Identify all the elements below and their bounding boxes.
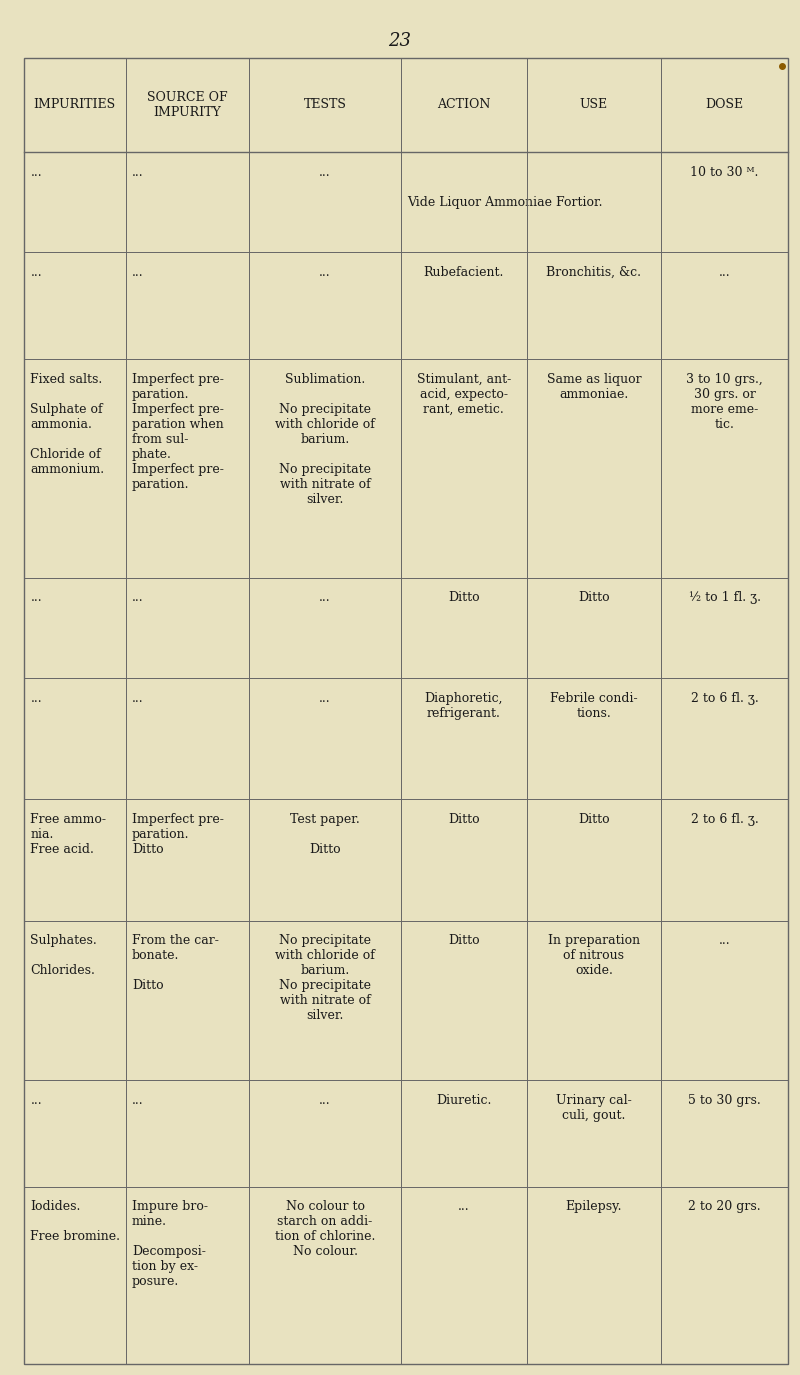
Text: ...: ...	[30, 267, 42, 279]
Text: Diaphoretic,
refrigerant.: Diaphoretic, refrigerant.	[425, 692, 503, 720]
Text: Free ammo-
nia.
Free acid.: Free ammo- nia. Free acid.	[30, 813, 106, 857]
Text: Urinary cal-
culi, gout.: Urinary cal- culi, gout.	[556, 1094, 632, 1122]
Text: ...: ...	[132, 692, 144, 705]
Text: DOSE: DOSE	[706, 98, 744, 111]
Text: Test paper.

Ditto: Test paper. Ditto	[290, 813, 360, 857]
Text: Imperfect pre-
paration.
Imperfect pre-
paration when
from sul-
phate.
Imperfect: Imperfect pre- paration. Imperfect pre- …	[132, 373, 224, 491]
Text: ...: ...	[718, 934, 730, 947]
Text: Sublimation.

No precipitate
with chloride of
barium.

No precipitate
with nitra: Sublimation. No precipitate with chlorid…	[275, 373, 375, 506]
Text: Same as liquor
ammoniae.: Same as liquor ammoniae.	[546, 373, 642, 400]
Text: From the car-
bonate.

Ditto: From the car- bonate. Ditto	[132, 934, 219, 993]
Text: Sulphates.

Chlorides.: Sulphates. Chlorides.	[30, 934, 97, 978]
Text: 2 to 6 fl. ʒ.: 2 to 6 fl. ʒ.	[690, 813, 758, 826]
Text: ...: ...	[319, 1094, 331, 1107]
Text: ...: ...	[132, 267, 144, 279]
Text: Iodides.

Free bromine.: Iodides. Free bromine.	[30, 1200, 121, 1243]
Text: ...: ...	[132, 591, 144, 604]
Text: Vide Liquor Ammoniae Fortior.: Vide Liquor Ammoniae Fortior.	[407, 195, 602, 209]
Text: Imperfect pre-
paration.
Ditto: Imperfect pre- paration. Ditto	[132, 813, 224, 857]
Text: Fixed salts.

Sulphate of
ammonia.

Chloride of
ammonium.: Fixed salts. Sulphate of ammonia. Chlori…	[30, 373, 105, 476]
Text: Ditto: Ditto	[578, 813, 610, 826]
Text: ...: ...	[132, 165, 144, 179]
Text: Ditto: Ditto	[578, 591, 610, 604]
Text: USE: USE	[580, 98, 608, 111]
Text: ...: ...	[30, 165, 42, 179]
Text: No precipitate
with chloride of
barium.
No precipitate
with nitrate of
silver.: No precipitate with chloride of barium. …	[275, 934, 375, 1022]
Text: 3 to 10 grs.,
30 grs. or
more eme-
tic.: 3 to 10 grs., 30 grs. or more eme- tic.	[686, 373, 763, 430]
Text: Epilepsy.: Epilepsy.	[566, 1200, 622, 1213]
Text: 10 to 30 ᴹ.: 10 to 30 ᴹ.	[690, 165, 758, 179]
Text: Diuretic.: Diuretic.	[436, 1094, 491, 1107]
Text: IMPURITIES: IMPURITIES	[34, 98, 116, 111]
Text: Bronchitis, &c.: Bronchitis, &c.	[546, 267, 642, 279]
Text: ...: ...	[30, 1094, 42, 1107]
Text: ...: ...	[458, 1200, 470, 1213]
Text: ...: ...	[30, 692, 42, 705]
Text: Impure bro-
mine.

Decomposi-
tion by ex-
posure.: Impure bro- mine. Decomposi- tion by ex-…	[132, 1200, 208, 1288]
Text: ...: ...	[718, 267, 730, 279]
Text: ...: ...	[30, 591, 42, 604]
Text: ACTION: ACTION	[437, 98, 490, 111]
Text: ...: ...	[319, 267, 331, 279]
Text: 2 to 6 fl. ʒ.: 2 to 6 fl. ʒ.	[690, 692, 758, 705]
Text: Ditto: Ditto	[448, 934, 479, 947]
Text: ...: ...	[319, 165, 331, 179]
Text: Ditto: Ditto	[448, 813, 479, 826]
Text: ...: ...	[319, 591, 331, 604]
Text: TESTS: TESTS	[303, 98, 346, 111]
Text: ...: ...	[319, 692, 331, 705]
Text: Febrile condi-
tions.: Febrile condi- tions.	[550, 692, 638, 720]
Text: 23: 23	[389, 32, 411, 50]
Text: Ditto: Ditto	[448, 591, 479, 604]
Text: Stimulant, ant-
acid, expecto-
rant, emetic.: Stimulant, ant- acid, expecto- rant, eme…	[417, 373, 511, 415]
Text: 5 to 30 grs.: 5 to 30 grs.	[688, 1094, 761, 1107]
Text: ...: ...	[132, 1094, 144, 1107]
Text: In preparation
of nitrous
oxide.: In preparation of nitrous oxide.	[548, 934, 640, 978]
Text: No colour to
starch on addi-
tion of chlorine.
No colour.: No colour to starch on addi- tion of chl…	[275, 1200, 375, 1258]
Text: Rubefacient.: Rubefacient.	[423, 267, 504, 279]
Text: SOURCE OF
IMPURITY: SOURCE OF IMPURITY	[147, 91, 228, 118]
Text: 2 to 20 grs.: 2 to 20 grs.	[688, 1200, 761, 1213]
Text: ½ to 1 fl. ʒ.: ½ to 1 fl. ʒ.	[689, 591, 761, 604]
